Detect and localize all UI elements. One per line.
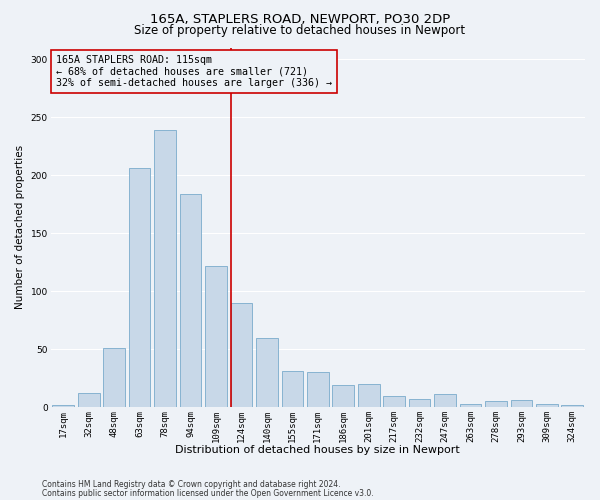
Bar	[281, 371, 303, 407]
Bar	[205, 266, 227, 407]
Text: 165A STAPLERS ROAD: 115sqm
← 68% of detached houses are smaller (721)
32% of sem: 165A STAPLERS ROAD: 115sqm ← 68% of deta…	[56, 54, 332, 88]
Bar	[409, 399, 430, 407]
Bar	[78, 394, 100, 407]
Bar	[103, 348, 125, 407]
Text: 165A, STAPLERS ROAD, NEWPORT, PO30 2DP: 165A, STAPLERS ROAD, NEWPORT, PO30 2DP	[150, 12, 450, 26]
Bar	[434, 394, 456, 407]
Bar	[383, 396, 405, 407]
X-axis label: Distribution of detached houses by size in Newport: Distribution of detached houses by size …	[175, 445, 460, 455]
Bar	[511, 400, 532, 407]
Text: Contains HM Land Registry data © Crown copyright and database right 2024.: Contains HM Land Registry data © Crown c…	[42, 480, 341, 489]
Bar	[485, 402, 507, 407]
Bar	[256, 338, 278, 407]
Bar	[536, 404, 557, 407]
Bar	[332, 385, 354, 407]
Text: Contains public sector information licensed under the Open Government Licence v3: Contains public sector information licen…	[42, 488, 374, 498]
Bar	[129, 168, 151, 407]
Bar	[230, 303, 252, 407]
Bar	[154, 130, 176, 407]
Bar	[180, 194, 202, 407]
Bar	[358, 384, 380, 407]
Bar	[460, 404, 481, 407]
Bar	[307, 372, 329, 407]
Text: Size of property relative to detached houses in Newport: Size of property relative to detached ho…	[134, 24, 466, 37]
Y-axis label: Number of detached properties: Number of detached properties	[15, 146, 25, 310]
Bar	[52, 405, 74, 407]
Bar	[562, 405, 583, 407]
